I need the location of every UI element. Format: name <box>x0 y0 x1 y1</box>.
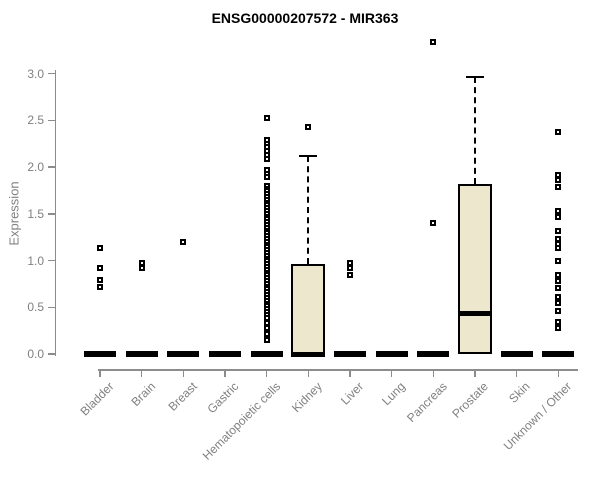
x-tick-label-brain: Brain <box>128 379 158 410</box>
median-kidney <box>291 351 326 357</box>
outlier-point <box>263 331 270 338</box>
whisker-cap-kidney <box>299 154 318 157</box>
y-tick-label: 2.5 <box>27 113 44 128</box>
y-tick-label: 3.0 <box>27 66 44 81</box>
median-bladder <box>84 351 116 357</box>
y-axis-tick <box>48 306 56 308</box>
outlier-point <box>180 238 187 245</box>
median-lung <box>375 351 408 357</box>
box-prostate <box>458 183 493 354</box>
y-tick-label: 0.5 <box>27 300 44 315</box>
outlier-point <box>555 214 562 221</box>
median-unknown-other <box>542 351 575 357</box>
x-tick-label-liver: Liver <box>337 379 367 408</box>
x-axis-tick <box>99 369 101 377</box>
whisker-kidney <box>307 155 310 265</box>
x-tick-label-skin: Skin <box>506 379 533 406</box>
box-kidney <box>291 264 326 354</box>
outlier-point <box>97 264 103 271</box>
x-axis-tick <box>557 369 560 377</box>
outlier-point <box>305 123 312 130</box>
outlier-point <box>555 245 562 252</box>
x-tick-label-prostate: Prostate <box>449 379 492 421</box>
x-axis-tick <box>349 369 351 377</box>
x-axis-tick <box>307 369 310 377</box>
median-prostate <box>458 311 493 317</box>
y-axis-tick <box>48 166 56 168</box>
y-tick-label: 1.5 <box>27 206 44 221</box>
outlier-point <box>555 284 562 291</box>
whisker-cap-prostate <box>466 76 485 79</box>
outlier-point <box>263 336 270 343</box>
x-tick-label-bladder: Bladder <box>77 379 117 419</box>
x-tick-label-breast: Breast <box>165 379 200 414</box>
median-liver <box>334 351 367 357</box>
outlier-point <box>555 319 562 326</box>
outlier-point <box>430 220 437 227</box>
chart-title: ENSG00000207572 - MIR363 <box>211 10 399 26</box>
outlier-point <box>97 245 103 252</box>
x-axis-line <box>98 369 578 371</box>
x-axis-tick <box>432 369 435 377</box>
outlier-point <box>263 324 270 331</box>
x-tick-label-pancreas: Pancreas <box>403 379 450 426</box>
x-axis-tick <box>390 369 393 377</box>
outlier-point <box>555 272 562 279</box>
outlier-point <box>555 129 562 136</box>
y-axis-tick <box>48 259 56 262</box>
outlier-point <box>430 38 437 45</box>
y-tick-label: 1.0 <box>27 253 44 268</box>
outlier-point <box>347 264 354 271</box>
outlier-point <box>555 299 562 306</box>
x-tick-label-lung: Lung <box>379 379 408 409</box>
outlier-point <box>555 293 562 300</box>
x-tick-label-gastric: Gastric <box>204 379 242 417</box>
median-brain <box>125 351 158 357</box>
median-breast <box>167 351 200 357</box>
outlier-point <box>555 257 562 264</box>
outlier-point <box>555 307 562 314</box>
x-axis-tick <box>224 369 226 377</box>
median-gastric <box>209 351 241 357</box>
outlier-point <box>138 264 145 271</box>
x-tick-label-kidney: Kidney <box>288 379 325 416</box>
outlier-point <box>263 115 270 122</box>
outlier-point <box>263 174 270 181</box>
x-tick-label-hematopoietic-cells: Hematopoietic cells <box>199 379 283 463</box>
outlier-point <box>555 177 562 184</box>
y-axis-tick <box>48 213 56 215</box>
y-axis-tick <box>48 119 56 121</box>
x-axis-tick <box>265 369 268 377</box>
x-axis-tick <box>515 369 518 377</box>
outlier-point <box>555 207 562 214</box>
median-pancreas <box>417 351 450 357</box>
outlier-point <box>555 183 562 190</box>
x-axis-tick <box>182 369 185 377</box>
median-skin <box>500 351 533 357</box>
outlier-point <box>555 227 562 234</box>
y-tick-label: 0.0 <box>27 347 44 361</box>
x-axis-tick <box>140 369 143 377</box>
y-tick-label: 2.0 <box>27 160 44 174</box>
outlier-point <box>555 278 562 285</box>
median-hematopoietic-cells <box>250 351 283 357</box>
y-axis-tick <box>48 72 56 75</box>
outlier-point <box>347 271 354 278</box>
x-axis-tick <box>474 369 476 377</box>
outlier-point <box>97 283 103 290</box>
outlier-point <box>555 324 562 331</box>
y-axis-tick <box>48 353 56 355</box>
outlier-point <box>263 155 270 162</box>
outlier-point <box>97 277 103 284</box>
whisker-prostate <box>474 77 477 184</box>
